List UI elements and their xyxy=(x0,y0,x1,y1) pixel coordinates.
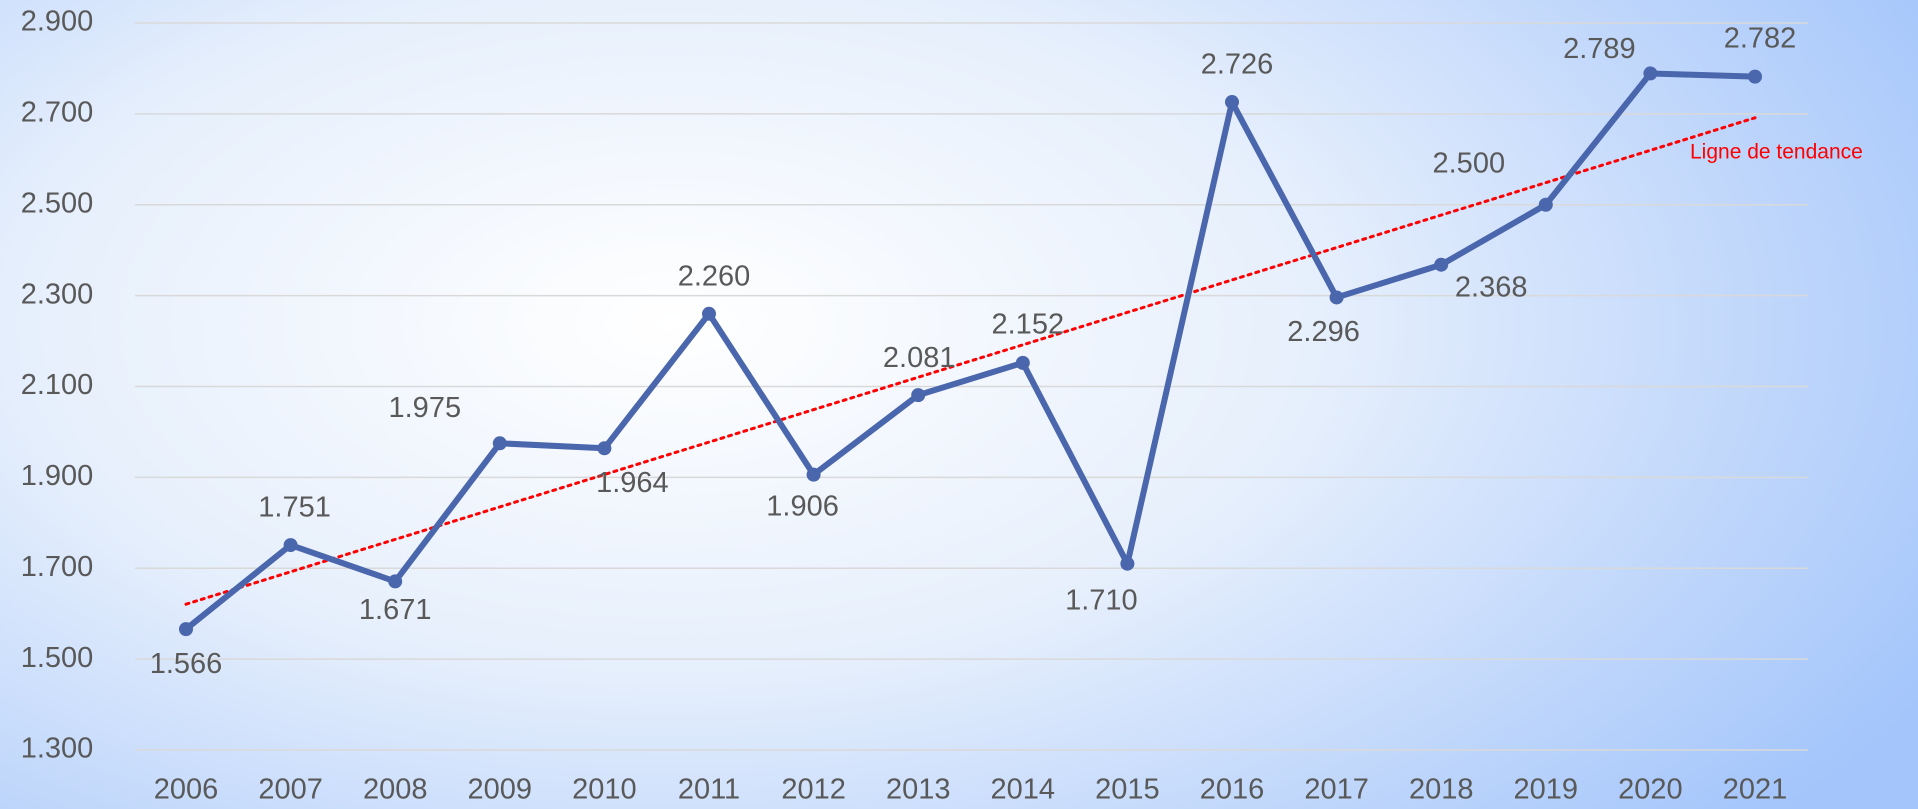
y-tick-label: 2.700 xyxy=(21,97,94,129)
x-tick-label: 2007 xyxy=(258,774,323,806)
data-label: 1.964 xyxy=(596,467,669,499)
data-label: 1.710 xyxy=(1065,584,1138,616)
data-point xyxy=(1434,257,1449,272)
x-tick-label: 2008 xyxy=(363,774,428,806)
y-tick-label: 1.300 xyxy=(21,733,94,765)
trend-label: Ligne de tendance xyxy=(1690,141,1863,164)
data-label: 2.789 xyxy=(1563,33,1636,65)
data-label: 2.368 xyxy=(1455,271,1528,303)
data-point xyxy=(806,467,821,482)
x-tick-label: 2009 xyxy=(468,774,533,806)
data-point xyxy=(1329,290,1344,305)
data-label: 1.566 xyxy=(150,648,223,680)
y-tick-label: 2.900 xyxy=(21,6,94,38)
data-label: 2.296 xyxy=(1287,316,1360,348)
data-label: 2.081 xyxy=(883,342,956,374)
x-tick-label: 2017 xyxy=(1304,774,1369,806)
data-label: 2.260 xyxy=(678,260,751,292)
data-point xyxy=(179,622,193,637)
data-point xyxy=(597,441,612,456)
data-label: 2.500 xyxy=(1433,147,1506,179)
x-tick-label: 2006 xyxy=(154,774,219,806)
data-point xyxy=(702,306,716,321)
data-point xyxy=(1538,197,1553,212)
x-tick-label: 2021 xyxy=(1723,774,1788,806)
series-line xyxy=(184,70,1756,632)
x-tick-label: 2011 xyxy=(678,774,740,806)
data-label: 1.751 xyxy=(258,492,331,524)
data-label: 2.726 xyxy=(1201,49,1274,81)
x-tick-label: 2014 xyxy=(991,774,1056,806)
data-point xyxy=(1225,95,1239,110)
x-tick-label: 2018 xyxy=(1409,774,1474,806)
data-point xyxy=(1120,556,1135,571)
x-tick-label: 2013 xyxy=(886,774,951,806)
data-point xyxy=(388,574,403,589)
x-tick-label: 2012 xyxy=(781,774,846,806)
data-label: 2.152 xyxy=(992,309,1065,341)
x-tick-label: 2016 xyxy=(1200,774,1265,806)
data-label: 1.975 xyxy=(389,392,462,424)
y-tick-label: 2.500 xyxy=(21,187,94,219)
y-tick-label: 1.900 xyxy=(21,460,94,492)
y-tick-label: 1.500 xyxy=(21,642,94,674)
data-point xyxy=(1015,355,1030,370)
data-point xyxy=(1643,66,1658,81)
y-tick-label: 1.700 xyxy=(21,551,94,583)
y-tick-label: 2.300 xyxy=(21,278,94,310)
data-label: 1.671 xyxy=(359,594,432,626)
trend-line xyxy=(184,116,1757,606)
data-point xyxy=(1748,69,1762,84)
y-tick-label: 2.100 xyxy=(21,369,94,401)
x-tick-label: 2019 xyxy=(1514,774,1579,806)
data-point xyxy=(492,436,507,451)
x-tick-label: 2015 xyxy=(1095,774,1160,806)
data-point xyxy=(911,388,926,403)
data-label: 1.906 xyxy=(766,490,839,522)
x-tick-label: 2010 xyxy=(572,774,637,806)
x-tick-label: 2020 xyxy=(1618,774,1683,806)
data-point xyxy=(283,538,298,553)
data-label: 2.782 xyxy=(1724,22,1797,54)
